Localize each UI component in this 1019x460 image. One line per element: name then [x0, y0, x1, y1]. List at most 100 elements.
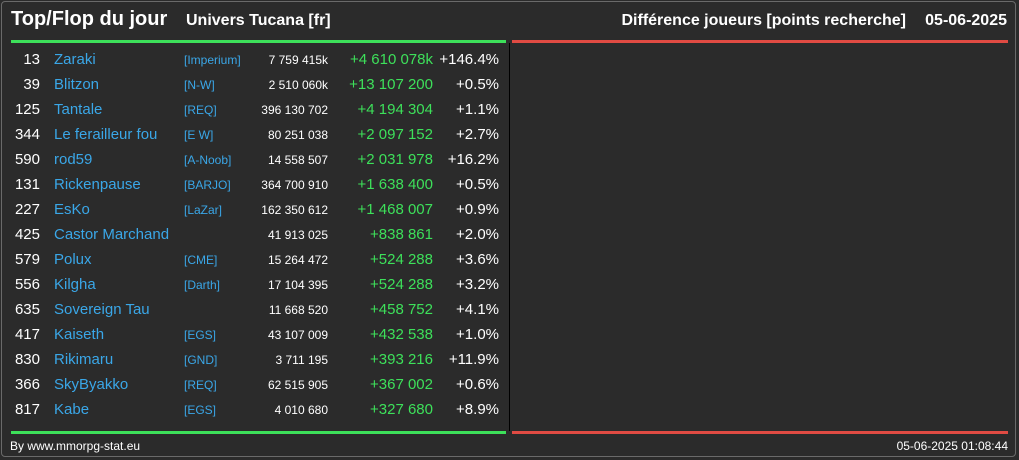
player-name-link[interactable]: Zaraki [54, 51, 96, 68]
player-name-link[interactable]: Blitzon [54, 76, 100, 93]
player-points: 15 264 472 [267, 253, 328, 267]
player-name-link[interactable]: Rickenpause [54, 176, 141, 193]
table-row: 39 Blitzon [N-W] 2 510 060k +13 107 200 … [0, 73, 509, 98]
generated-timestamp: 05-06-2025 01:08:44 [896, 439, 1008, 453]
points-difference: +4 610 078k [350, 51, 433, 68]
alliance-tag-link[interactable]: [E W] [184, 128, 214, 142]
alliance-tag-link[interactable]: [REQ] [184, 103, 217, 117]
flop-section-bar [512, 40, 1008, 43]
player-points: 396 130 702 [261, 103, 328, 117]
player-points: 3 711 195 [275, 353, 329, 367]
table-row: 579 Polux [CME] 15 264 472 +524 288 +3.6… [0, 248, 509, 273]
player-name-link[interactable]: Kilgha [54, 276, 96, 293]
alliance-tag-link[interactable]: [A-Noob] [184, 153, 232, 167]
player-rank: 830 [14, 351, 40, 368]
player-points: 364 700 910 [261, 178, 328, 192]
table-row: 830 Rikimaru [GND] 3 711 195 +393 216 +1… [0, 348, 509, 373]
percent-change: +0.5% [456, 176, 499, 193]
player-name-link[interactable]: SkyByakko [54, 376, 129, 393]
player-name-link[interactable]: Sovereign Tau [54, 301, 150, 318]
player-rank: 366 [14, 376, 40, 393]
alliance-tag-link[interactable]: [CME] [184, 253, 218, 267]
points-difference: +367 002 [370, 376, 433, 393]
table-row: 635 Sovereign Tau 11 668 520 +458 752 +4… [0, 298, 509, 323]
points-difference: +524 288 [370, 251, 433, 268]
percent-change: +3.2% [456, 276, 499, 293]
page-title: Top/Flop du jour [11, 8, 168, 30]
player-rank: 590 [14, 151, 40, 168]
table-row: 13 Zaraki [Imperium] 7 759 415k +4 610 0… [0, 48, 509, 73]
column-divider [509, 43, 510, 431]
points-difference: +1 468 007 [357, 201, 434, 218]
player-name-link[interactable]: rod59 [54, 151, 93, 168]
player-name-link[interactable]: Kabe [54, 401, 90, 418]
player-rank: 556 [14, 276, 40, 293]
player-points: 4 010 680 [274, 403, 328, 417]
points-difference: +838 861 [370, 226, 433, 243]
player-points: 17 104 395 [267, 278, 328, 292]
alliance-tag-link[interactable]: [GND] [184, 353, 218, 367]
points-difference: +327 680 [370, 401, 433, 418]
percent-change: +0.6% [456, 376, 499, 393]
points-difference: +432 538 [370, 326, 433, 343]
alliance-tag-link[interactable]: [N-W] [184, 78, 215, 92]
player-rank: 13 [23, 51, 40, 68]
player-rank: 417 [14, 326, 40, 343]
alliance-tag-link[interactable]: [LaZar] [184, 203, 223, 217]
player-name-link[interactable]: Polux [54, 251, 92, 268]
player-name-link[interactable]: Rikimaru [54, 351, 114, 368]
points-difference: +2 031 978 [357, 151, 434, 168]
alliance-tag-link[interactable]: [REQ] [184, 378, 217, 392]
percent-change: +2.0% [456, 226, 499, 243]
player-rank: 579 [14, 251, 40, 268]
percent-change: +3.6% [456, 251, 499, 268]
header: Top/Flop du jour Univers Tucana [fr] Dif… [0, 0, 1019, 40]
points-difference: +2 097 152 [357, 126, 434, 143]
table-row: 131 Rickenpause [BARJO] 364 700 910 +1 6… [0, 173, 509, 198]
alliance-tag-link[interactable]: [EGS] [184, 328, 217, 342]
points-difference: +13 107 200 [349, 76, 433, 93]
player-points: 41 913 025 [267, 228, 328, 242]
alliance-tag-link[interactable]: [BARJO] [184, 178, 231, 192]
table-row: 366 SkyByakko [REQ] 62 515 905 +367 002 … [0, 373, 509, 398]
ranking-type-label: Différence joueurs [points recherche] [621, 12, 906, 29]
table-row: 590 rod59 [A-Noob] 14 558 507 +2 031 978… [0, 148, 509, 173]
points-difference: +458 752 [370, 301, 433, 318]
player-points: 80 251 038 [267, 128, 328, 142]
alliance-tag-link[interactable]: [Imperium] [184, 53, 241, 67]
player-rank: 39 [23, 76, 40, 93]
points-difference: +1 638 400 [357, 176, 434, 193]
percent-change: +2.7% [456, 126, 499, 143]
table-row: 344 Le ferailleur fou [E W] 80 251 038 +… [0, 123, 509, 148]
player-name-link[interactable]: Castor Marchand [54, 226, 170, 243]
player-points: 14 558 507 [267, 153, 328, 167]
alliance-tag-link[interactable]: [EGS] [184, 403, 217, 417]
player-name-link[interactable]: Kaiseth [54, 326, 105, 343]
player-name-link[interactable]: Tantale [54, 101, 103, 118]
table-row: 556 Kilgha [Darth] 17 104 395 +524 288 +… [0, 273, 509, 298]
table-row: 125 Tantale [REQ] 396 130 702 +4 194 304… [0, 98, 509, 123]
table-row: 817 Kabe [EGS] 4 010 680 +327 680 +8.9% [0, 398, 509, 423]
table-row: 417 Kaiseth [EGS] 43 107 009 +432 538 +1… [0, 323, 509, 348]
player-points: 11 668 520 [268, 303, 328, 317]
alliance-tag-link[interactable]: [Darth] [184, 278, 221, 292]
player-points: 162 350 612 [261, 203, 328, 217]
player-name-link[interactable]: Le ferailleur fou [54, 126, 158, 143]
player-name-link[interactable]: EsKo [54, 201, 90, 218]
header-date: 05-06-2025 [925, 12, 1007, 29]
percent-change: +11.9% [448, 351, 499, 368]
points-difference: +4 194 304 [357, 101, 434, 118]
credit-link[interactable]: By www.mmorpg-stat.eu [10, 439, 141, 453]
player-rank: 635 [14, 301, 40, 318]
top-players-list: 13 Zaraki [Imperium] 7 759 415k +4 610 0… [0, 48, 509, 423]
points-difference: +524 288 [370, 276, 433, 293]
percent-change: +0.5% [456, 76, 499, 93]
player-rank: 425 [14, 226, 40, 243]
player-points: 43 107 009 [267, 328, 328, 342]
flop-section-bar-bottom [512, 431, 1008, 434]
points-difference: +393 216 [370, 351, 433, 368]
player-points: 62 515 905 [267, 378, 328, 392]
percent-change: +16.2% [447, 151, 499, 168]
universe-label: Univers Tucana [fr] [186, 12, 331, 29]
percent-change: +1.0% [456, 326, 499, 343]
